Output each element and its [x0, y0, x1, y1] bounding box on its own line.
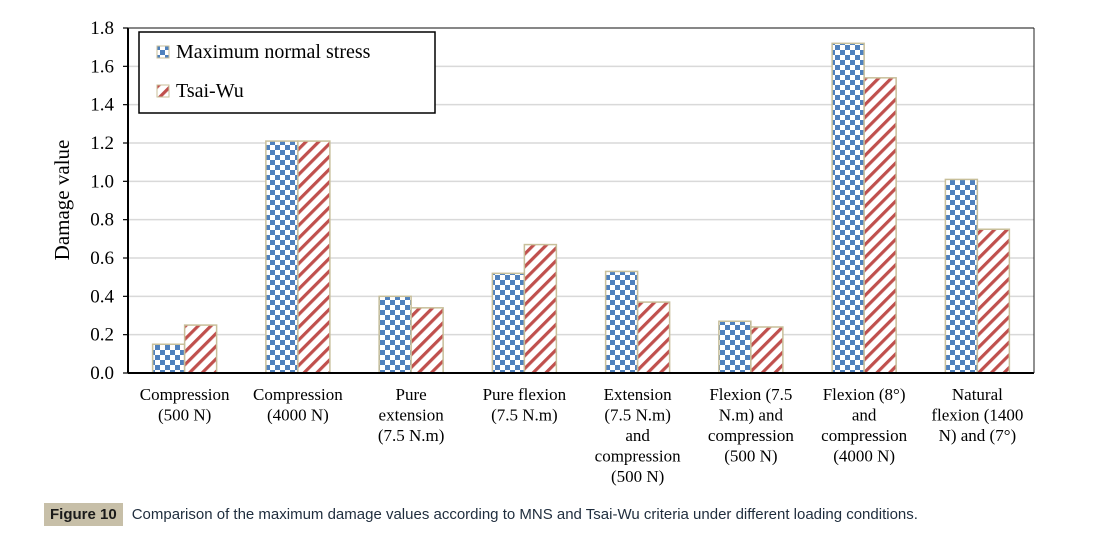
- category-label-line: compression: [821, 426, 907, 445]
- y-tick-label: 0.0: [90, 363, 114, 384]
- category-label-line: compression: [595, 447, 681, 466]
- category-label-line: (7.5 N.m): [491, 406, 558, 425]
- category-label: Flexion (8°) and compression (4000 N): [821, 385, 907, 466]
- bar-tsai-wu: [523, 243, 558, 374]
- bar-tsai-wu: [863, 77, 897, 374]
- y-tick-label: 0.2: [90, 325, 114, 346]
- bar-mns: [265, 140, 299, 374]
- y-tick-label: 1.4: [90, 95, 114, 116]
- y-tick-label: 1.8: [90, 18, 114, 39]
- category-label-line: compression: [708, 426, 794, 445]
- category-label-line: (500 N): [158, 406, 211, 425]
- legend-label-mns: Maximum normal stress: [176, 41, 371, 63]
- legend-box: [138, 31, 436, 114]
- category-label-line: N.m) and: [719, 406, 784, 425]
- y-axis-label: Damage value: [50, 140, 74, 261]
- bar-mns: [831, 42, 865, 374]
- bar-tsai-wu: [636, 301, 671, 374]
- legend-swatch-checker-icon: [156, 45, 170, 59]
- bar-tsai-wu: [297, 140, 331, 374]
- category-labels: Compression (500 N) Compression (4000 N) Pur…: [140, 385, 1024, 486]
- bar-tsai-wu: [750, 326, 784, 374]
- axes: [123, 27, 1035, 374]
- figure-caption-text: Comparison of the maximum damage values …: [131, 506, 918, 523]
- y-tick-label: 0.6: [90, 248, 114, 269]
- category-label-line: Flexion (7.5: [709, 385, 792, 404]
- y-tick-label: 1.6: [90, 56, 114, 77]
- category-label-line: (4000 N): [833, 447, 895, 466]
- category-label-line: Natural: [952, 385, 1003, 404]
- category-label-line: extension: [379, 406, 445, 425]
- category-label-line: (7.5 N.m): [378, 426, 445, 445]
- y-tick-labels: 0.0 0.2 0.4 0.6 0.8 1.0 1.2 1.4 1.6 1.8: [90, 18, 114, 384]
- category-label-line: N) and (7°): [939, 426, 1017, 445]
- bar-mns: [378, 295, 412, 374]
- y-tick-label: 0.4: [90, 286, 114, 307]
- category-label: Pure extension (7.5 N.m): [378, 385, 445, 445]
- damage-bar-chart: 0.0 0.2 0.4 0.6 0.8 1.0 1.2 1.4 1.6 1.8 Damage va…: [50, 18, 1035, 486]
- legend: Maximum normal stress Tsai-Wu: [138, 31, 436, 114]
- bar-tsai-wu: [183, 324, 218, 374]
- category-label-line: Compression: [253, 385, 343, 404]
- category-label: Compression (500 N): [140, 385, 230, 425]
- category-label-line: Pure flexion: [483, 385, 567, 404]
- category-label-line: (500 N): [724, 447, 777, 466]
- category-label-line: and: [852, 406, 877, 425]
- category-label: Extension (7.5 N.m) and compression (500 N): [595, 385, 681, 486]
- bar-mns: [604, 270, 639, 374]
- category-label: Natural flexion (1400 N) and (7°): [931, 385, 1023, 445]
- category-label: Compression (4000 N): [253, 385, 343, 425]
- bar-tsai-wu: [976, 228, 1011, 374]
- figure-caption: Figure 10 Comparison of the maximum dama…: [44, 503, 918, 526]
- category-label-line: Pure: [396, 385, 427, 404]
- y-tick-label: 1.2: [90, 133, 114, 154]
- bar-mns: [151, 343, 186, 374]
- y-tick-label: 1.0: [90, 171, 114, 192]
- category-label-line: and: [625, 426, 650, 445]
- bar-mns: [718, 320, 752, 374]
- legend-label-tsai-wu: Tsai-Wu: [176, 80, 244, 102]
- y-tick-label: 0.8: [90, 210, 114, 231]
- figure-number-badge: Figure 10: [44, 503, 123, 526]
- category-label-line: flexion (1400: [931, 406, 1023, 425]
- category-label: Pure flexion (7.5 N.m): [483, 385, 567, 425]
- category-label-line: (4000 N): [267, 406, 329, 425]
- bars: [151, 42, 1011, 374]
- category-label-line: Extension: [604, 385, 672, 404]
- category-label-line: Flexion (8°): [823, 385, 906, 404]
- category-label-line: (7.5 N.m): [604, 406, 671, 425]
- bar-mns: [944, 178, 979, 374]
- bar-tsai-wu: [410, 307, 444, 374]
- bar-mns: [491, 272, 526, 374]
- category-label-line: (500 N): [611, 467, 664, 486]
- legend-swatch-diagonal-icon: [156, 84, 170, 98]
- category-label: Flexion (7.5 N.m) and compression (500 N): [708, 385, 794, 466]
- category-label-line: Compression: [140, 385, 230, 404]
